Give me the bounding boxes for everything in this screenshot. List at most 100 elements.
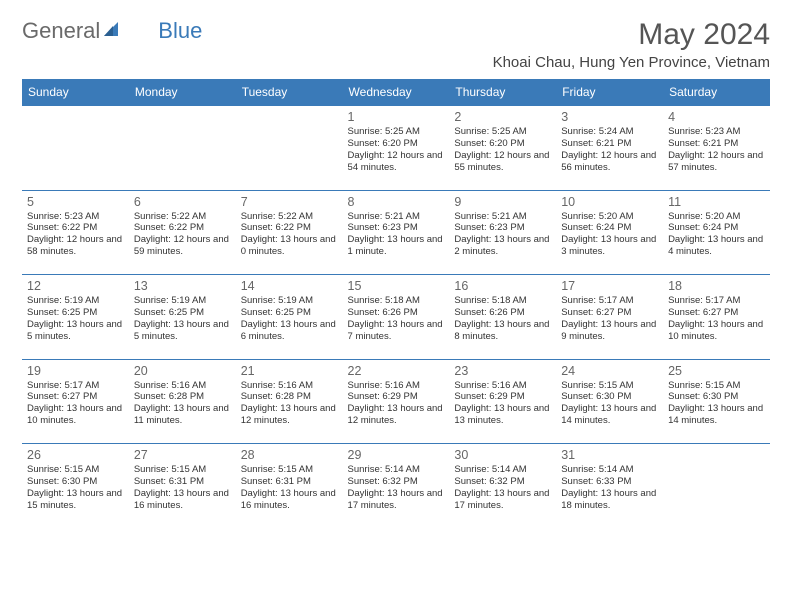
calendar-day: 30Sunrise: 5:14 AMSunset: 6:32 PMDayligh…: [449, 444, 556, 528]
calendar-day: 1Sunrise: 5:25 AMSunset: 6:20 PMDaylight…: [343, 106, 450, 190]
weekday-header: Wednesday: [343, 79, 450, 106]
day-number: 9: [454, 195, 551, 209]
day-number: 14: [241, 279, 338, 293]
day-number: 5: [27, 195, 124, 209]
calendar-week: 1Sunrise: 5:25 AMSunset: 6:20 PMDaylight…: [22, 106, 770, 190]
calendar-page: General Blue May 2024 Khoai Chau, Hung Y…: [0, 0, 792, 546]
sunset-line: Sunset: 6:23 PM: [454, 222, 551, 234]
calendar-day: 23Sunrise: 5:16 AMSunset: 6:29 PMDayligh…: [449, 360, 556, 444]
sunrise-line: Sunrise: 5:15 AM: [561, 380, 658, 392]
sunset-line: Sunset: 6:29 PM: [348, 391, 445, 403]
day-number: 19: [27, 364, 124, 378]
day-number: 6: [134, 195, 231, 209]
daylight-line: Daylight: 13 hours and 14 minutes.: [668, 403, 765, 427]
sunrise-line: Sunrise: 5:15 AM: [668, 380, 765, 392]
daylight-line: Daylight: 13 hours and 16 minutes.: [134, 488, 231, 512]
sunrise-line: Sunrise: 5:25 AM: [348, 126, 445, 138]
daylight-line: Daylight: 13 hours and 10 minutes.: [668, 319, 765, 343]
calendar-day: 17Sunrise: 5:17 AMSunset: 6:27 PMDayligh…: [556, 275, 663, 359]
calendar-day: 21Sunrise: 5:16 AMSunset: 6:28 PMDayligh…: [236, 360, 343, 444]
calendar-day: 20Sunrise: 5:16 AMSunset: 6:28 PMDayligh…: [129, 360, 236, 444]
daylight-line: Daylight: 13 hours and 8 minutes.: [454, 319, 551, 343]
sunrise-line: Sunrise: 5:18 AM: [454, 295, 551, 307]
calendar-day: 7 Sunrise: 5:22 AMSunset: 6:22 PMDaylight…: [236, 191, 343, 275]
sunrise-line: Sunrise: 5:22 AM: [241, 211, 338, 223]
day-number: 7: [241, 195, 338, 209]
day-number: 15: [348, 279, 445, 293]
sunset-line: Sunset: 6:27 PM: [668, 307, 765, 319]
calendar-day: 26Sunrise: 5:15 AMSunset: 6:30 PMDayligh…: [22, 444, 129, 528]
day-number: 30: [454, 448, 551, 462]
calendar-day: 29Sunrise: 5:14 AMSunset: 6:32 PMDayligh…: [343, 444, 450, 528]
sunset-line: Sunset: 6:30 PM: [561, 391, 658, 403]
sunrise-line: Sunrise: 5:16 AM: [241, 380, 338, 392]
day-number: 12: [27, 279, 124, 293]
sunrise-line: Sunrise: 5:17 AM: [561, 295, 658, 307]
sunrise-line: Sunrise: 5:17 AM: [27, 380, 124, 392]
sunset-line: Sunset: 6:29 PM: [454, 391, 551, 403]
sunset-line: Sunset: 6:31 PM: [134, 476, 231, 488]
day-number: 3: [561, 110, 658, 124]
calendar-day: [22, 106, 129, 190]
calendar-day: 15Sunrise: 5:18 AMSunset: 6:26 PMDayligh…: [343, 275, 450, 359]
day-number: 27: [134, 448, 231, 462]
daylight-line: Daylight: 13 hours and 0 minutes.: [241, 234, 338, 258]
calendar-day: 24Sunrise: 5:15 AMSunset: 6:30 PMDayligh…: [556, 360, 663, 444]
calendar-day: 6Sunrise: 5:22 AMSunset: 6:22 PMDaylight…: [129, 191, 236, 275]
sunrise-line: Sunrise: 5:23 AM: [27, 211, 124, 223]
daylight-line: Daylight: 13 hours and 2 minutes.: [454, 234, 551, 258]
daylight-line: Daylight: 13 hours and 15 minutes.: [27, 488, 124, 512]
day-number: 13: [134, 279, 231, 293]
sunset-line: Sunset: 6:27 PM: [561, 307, 658, 319]
title-block: May 2024 Khoai Chau, Hung Yen Province, …: [493, 18, 770, 71]
daylight-line: Daylight: 13 hours and 17 minutes.: [454, 488, 551, 512]
daylight-line: Daylight: 13 hours and 5 minutes.: [27, 319, 124, 343]
calendar-day: 5 Sunrise: 5:23 AMSunset: 6:22 PMDaylight…: [22, 191, 129, 275]
sunrise-line: Sunrise: 5:16 AM: [454, 380, 551, 392]
daylight-line: Daylight: 12 hours and 59 minutes.: [134, 234, 231, 258]
weekday-header: Saturday: [663, 79, 770, 106]
calendar-table: SundayMondayTuesdayWednesdayThursdayFrid…: [22, 79, 770, 528]
calendar-day: 12Sunrise: 5:19 AMSunset: 6:25 PMDayligh…: [22, 275, 129, 359]
calendar-day: 11Sunrise: 5:20 AMSunset: 6:24 PMDayligh…: [663, 191, 770, 275]
daylight-line: Daylight: 12 hours and 57 minutes.: [668, 150, 765, 174]
location: Khoai Chau, Hung Yen Province, Vietnam: [493, 54, 770, 71]
daylight-line: Daylight: 13 hours and 18 minutes.: [561, 488, 658, 512]
sunset-line: Sunset: 6:26 PM: [454, 307, 551, 319]
daylight-line: Daylight: 12 hours and 54 minutes.: [348, 150, 445, 174]
calendar-day: 9Sunrise: 5:21 AMSunset: 6:23 PMDaylight…: [449, 191, 556, 275]
calendar-day: 18Sunrise: 5:17 AMSunset: 6:27 PMDayligh…: [663, 275, 770, 359]
sunrise-line: Sunrise: 5:20 AM: [561, 211, 658, 223]
sunrise-line: Sunrise: 5:15 AM: [27, 464, 124, 476]
calendar-day: 28Sunrise: 5:15 AMSunset: 6:31 PMDayligh…: [236, 444, 343, 528]
calendar-day: 13Sunrise: 5:19 AMSunset: 6:25 PMDayligh…: [129, 275, 236, 359]
sunrise-line: Sunrise: 5:23 AM: [668, 126, 765, 138]
calendar-day: 3Sunrise: 5:24 AMSunset: 6:21 PMDaylight…: [556, 106, 663, 190]
sunset-line: Sunset: 6:22 PM: [27, 222, 124, 234]
sunset-line: Sunset: 6:22 PM: [241, 222, 338, 234]
sunrise-line: Sunrise: 5:18 AM: [348, 295, 445, 307]
daylight-line: Daylight: 12 hours and 58 minutes.: [27, 234, 124, 258]
sunset-line: Sunset: 6:31 PM: [241, 476, 338, 488]
sunset-line: Sunset: 6:24 PM: [668, 222, 765, 234]
day-number: 22: [348, 364, 445, 378]
day-number: 23: [454, 364, 551, 378]
header: General Blue May 2024 Khoai Chau, Hung Y…: [22, 18, 770, 71]
sunrise-line: Sunrise: 5:16 AM: [348, 380, 445, 392]
weekday-header: Tuesday: [236, 79, 343, 106]
calendar-day: 22Sunrise: 5:16 AMSunset: 6:29 PMDayligh…: [343, 360, 450, 444]
daylight-line: Daylight: 13 hours and 9 minutes.: [561, 319, 658, 343]
sunset-line: Sunset: 6:28 PM: [134, 391, 231, 403]
daylight-line: Daylight: 12 hours and 55 minutes.: [454, 150, 551, 174]
sunrise-line: Sunrise: 5:15 AM: [134, 464, 231, 476]
sunrise-line: Sunrise: 5:14 AM: [561, 464, 658, 476]
daylight-line: Daylight: 13 hours and 14 minutes.: [561, 403, 658, 427]
calendar-day: 10Sunrise: 5:20 AMSunset: 6:24 PMDayligh…: [556, 191, 663, 275]
day-number: 28: [241, 448, 338, 462]
calendar-day: [129, 106, 236, 190]
sunset-line: Sunset: 6:25 PM: [134, 307, 231, 319]
sunset-line: Sunset: 6:30 PM: [668, 391, 765, 403]
calendar-day: 31Sunrise: 5:14 AMSunset: 6:33 PMDayligh…: [556, 444, 663, 528]
sunset-line: Sunset: 6:26 PM: [348, 307, 445, 319]
sunset-line: Sunset: 6:28 PM: [241, 391, 338, 403]
